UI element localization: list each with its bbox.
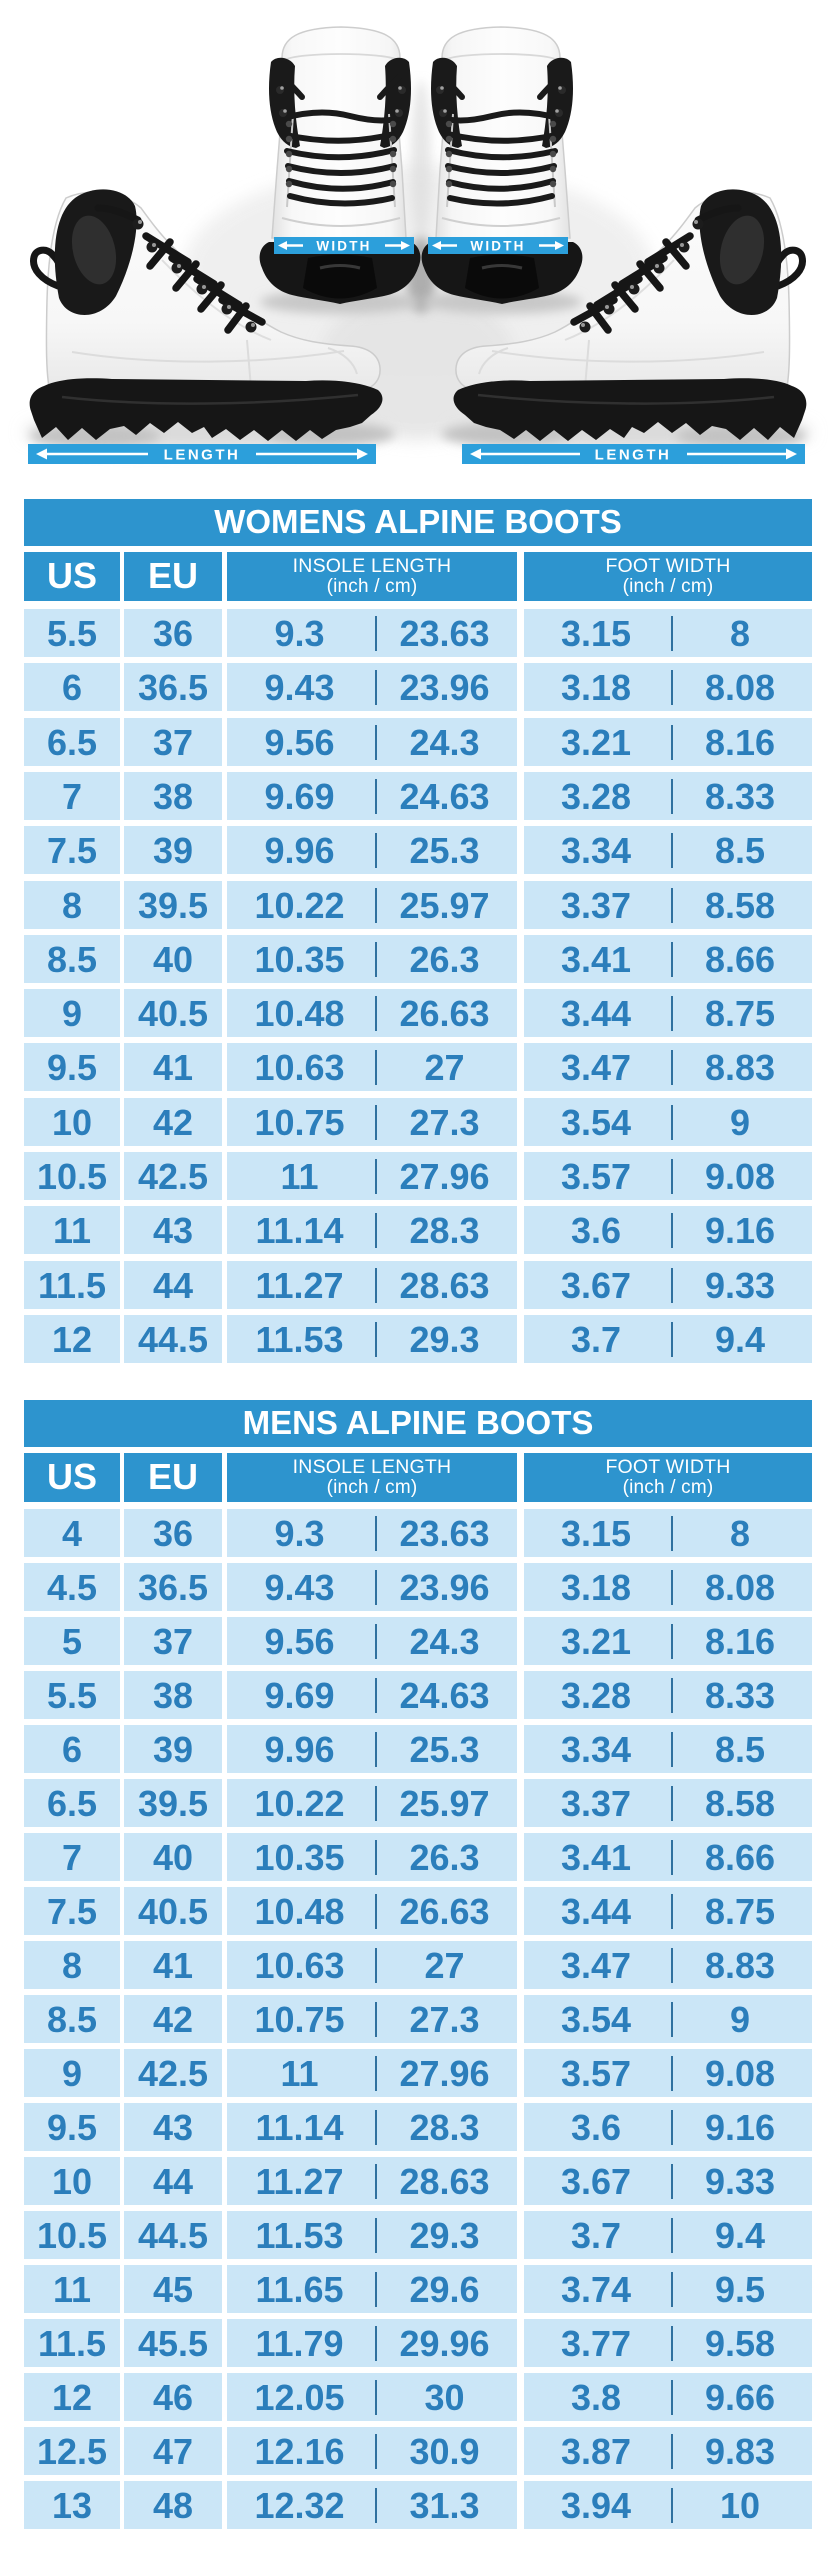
svg-text:LENGTH: LENGTH — [164, 447, 241, 464]
svg-text:WIDTH: WIDTH — [470, 239, 525, 254]
svg-text:LENGTH: LENGTH — [595, 447, 672, 464]
svg-text:WIDTH: WIDTH — [316, 239, 371, 254]
